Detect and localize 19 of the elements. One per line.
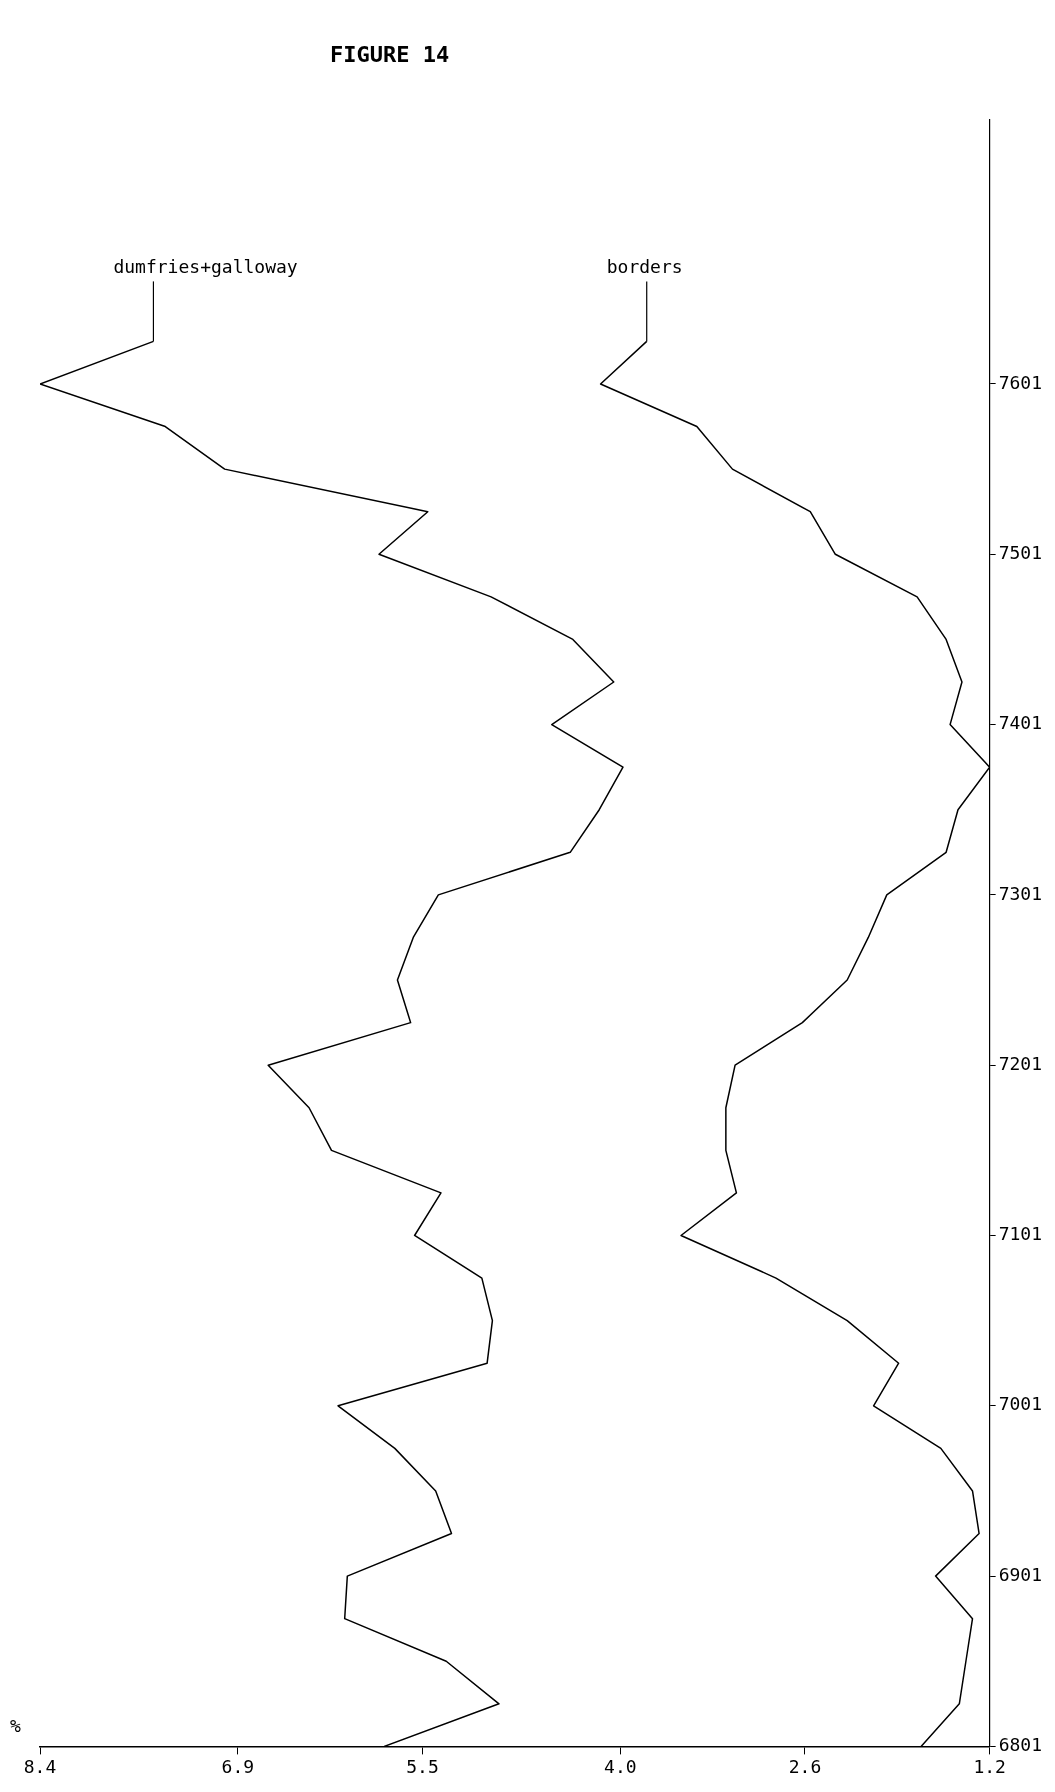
y-tick-label: 7001 [998, 1393, 1043, 1415]
x-tick-label: 2.6 [788, 1755, 822, 1777]
y-tick-label: 7501 [998, 541, 1043, 563]
x-tick-label: 5.5 [406, 1755, 439, 1777]
y-tick-label: 7101 [998, 1223, 1043, 1245]
text: borders [606, 256, 683, 278]
text: dumfries+galloway [113, 256, 298, 278]
x-tick-label: 8.4 [23, 1755, 57, 1777]
y-tick-label: 7401 [998, 712, 1043, 734]
x-tick-label: 1.2 [973, 1755, 1006, 1777]
y-tick-label: 7601 [998, 371, 1043, 393]
y-tick-label: 7301 [998, 882, 1043, 904]
y-tick-label: 6901 [998, 1563, 1043, 1585]
y-tick-label: 6801 [998, 1734, 1043, 1756]
chart-title: FIGURE 14 [330, 41, 450, 67]
y-tick-label: 7201 [998, 1052, 1043, 1074]
x-tick-label: 4.0 [604, 1755, 637, 1777]
x-tick-label: 6.9 [221, 1755, 255, 1777]
x-axis-title: % [10, 1715, 21, 1737]
